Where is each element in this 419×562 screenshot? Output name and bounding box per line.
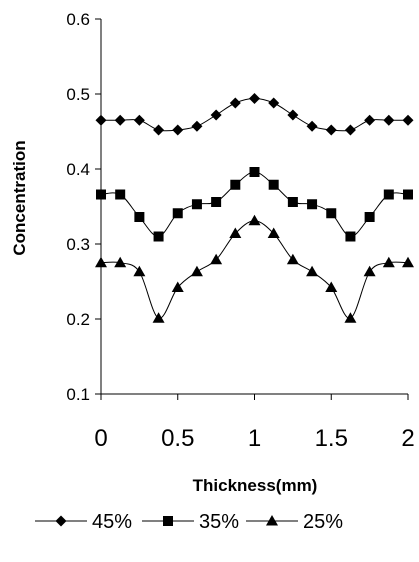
series-line (100, 220, 409, 319)
data-point (229, 227, 242, 238)
legend-item-2: 35% (142, 511, 239, 533)
legend-marker (163, 516, 173, 526)
data-point (249, 167, 260, 177)
data-point (249, 93, 260, 104)
data-point (306, 120, 318, 132)
y-tick-label: 0.6 (66, 10, 90, 29)
data-point (190, 265, 203, 277)
data-point (402, 114, 414, 126)
data-point (403, 189, 413, 200)
legend-item-1: 45% (35, 511, 132, 533)
plot-area: 0.1 0.2 0.3 0.4 0.5 0.6 0 0.5 1 1.5 2 (66, 10, 414, 452)
x-tick-label: 0 (94, 425, 107, 452)
data-point (383, 189, 394, 200)
series-2 (96, 167, 413, 242)
data-point (191, 120, 203, 132)
data-point (402, 256, 414, 268)
data-point (172, 124, 184, 136)
data-point (306, 265, 319, 277)
series-3 (95, 214, 414, 323)
data-point (134, 212, 145, 222)
data-point (133, 114, 145, 126)
data-point (229, 97, 241, 109)
data-point (172, 208, 183, 219)
x-axis-title: Thickness(mm) (193, 476, 318, 495)
data-point (191, 199, 202, 210)
data-point (345, 231, 356, 242)
data-point (248, 214, 261, 226)
legend-label: 45% (92, 511, 132, 533)
legend-label: 25% (303, 511, 343, 533)
data-point (95, 114, 107, 126)
x-tick-label: 1.5 (315, 425, 348, 452)
y-axis-title: Concentration (10, 140, 29, 255)
series-layer (95, 93, 414, 323)
data-point (268, 97, 280, 109)
x-tick-label: 0.5 (161, 425, 194, 452)
data-point (383, 114, 395, 126)
data-point (363, 265, 376, 277)
data-point (364, 212, 375, 222)
data-point (153, 124, 165, 136)
data-point (344, 124, 356, 136)
data-point (114, 256, 127, 268)
data-point (115, 189, 126, 200)
data-point (287, 109, 299, 121)
data-point (171, 281, 184, 292)
y-tick-label: 0.4 (66, 160, 90, 179)
y-tick-label: 0.2 (66, 310, 90, 329)
data-point (287, 197, 298, 207)
y-tick-label: 0.1 (66, 385, 90, 404)
data-point (268, 179, 279, 190)
data-point (267, 227, 280, 238)
data-point (326, 208, 337, 219)
data-point (133, 265, 146, 277)
data-point (344, 312, 357, 323)
data-point (325, 281, 338, 292)
legend-marker (266, 515, 278, 526)
data-point (210, 253, 223, 265)
data-point (114, 114, 126, 126)
legend-marker (55, 515, 67, 527)
data-point (364, 114, 376, 126)
series-1 (95, 93, 414, 136)
x-tick-label: 1 (248, 425, 261, 452)
data-point (230, 179, 241, 190)
y-tick-label: 0.5 (66, 85, 90, 104)
data-point (325, 124, 337, 136)
legend: 45% 35% 25% (35, 511, 343, 533)
data-point (96, 189, 106, 200)
legend-label: 35% (199, 511, 239, 533)
data-point (152, 312, 165, 323)
data-point (210, 109, 222, 121)
data-point (211, 197, 222, 207)
data-point (307, 199, 318, 210)
series-line (100, 171, 409, 237)
legend-item-3: 25% (246, 511, 343, 533)
data-point (286, 253, 299, 265)
data-point (95, 256, 107, 268)
x-tick-label: 2 (401, 425, 414, 452)
data-point (382, 256, 395, 268)
data-point (153, 231, 164, 242)
y-tick-label: 0.3 (66, 235, 90, 254)
